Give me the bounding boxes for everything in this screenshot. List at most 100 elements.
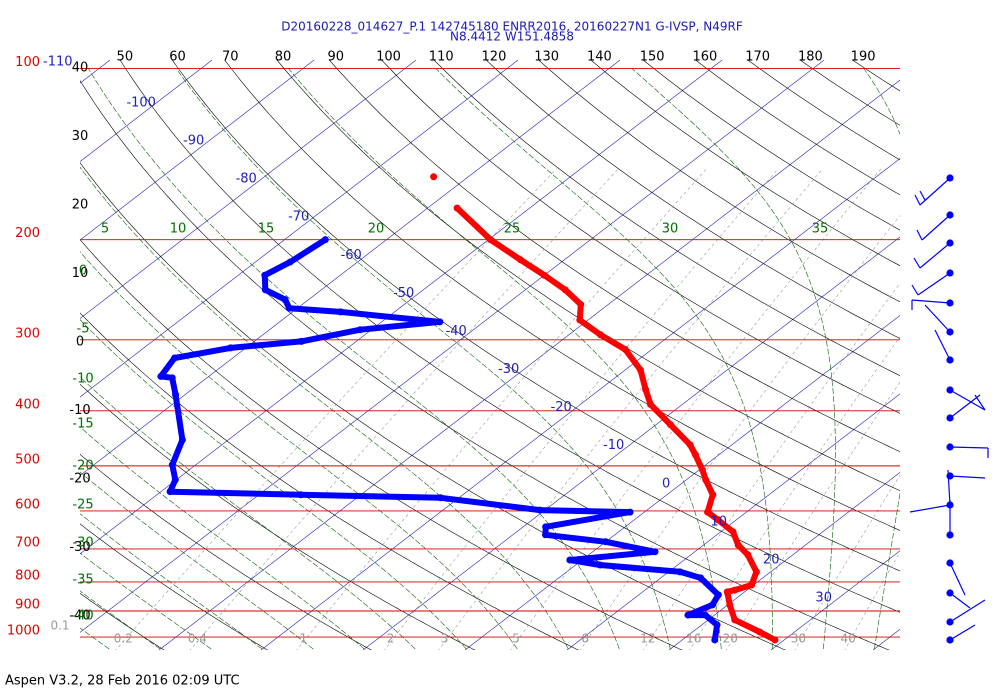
- profile-point: [576, 316, 584, 324]
- profile-point: [731, 586, 739, 594]
- profile-point: [752, 568, 760, 576]
- dry-adiabat: [80, 80, 890, 650]
- mixing-ratio-label: 1: [300, 632, 308, 646]
- isotherm: [260, 158, 900, 650]
- moist-adiabat-label: 5: [101, 222, 109, 237]
- mixing-ratio-line: [689, 336, 900, 650]
- profile-point: [261, 286, 269, 294]
- moist-adiabat: [80, 319, 467, 650]
- isotherm: [80, 60, 213, 162]
- profile-point: [487, 236, 495, 244]
- isotherm-label: -20: [551, 400, 572, 415]
- y-tick-label: 900: [15, 598, 40, 613]
- dry-adiabat: [80, 453, 372, 650]
- dry-adiabat: [929, 43, 1000, 652]
- moist-adiabat: [80, 590, 161, 650]
- isotherm: [566, 393, 900, 650]
- y-tick-label: 400: [15, 397, 40, 412]
- dry-adiabat: [981, 43, 1000, 652]
- isotherm-label: -90: [183, 134, 204, 149]
- isotherm: [80, 60, 111, 84]
- isotherm: [668, 472, 900, 650]
- dry-adiabat: [80, 383, 476, 650]
- isotherm-label: -100: [126, 96, 156, 111]
- x-tick-label: 50: [117, 50, 134, 65]
- x-tick-label: 80: [275, 50, 292, 65]
- mixing-ratio-label: 8: [581, 632, 589, 646]
- dry-adiabat: [590, 60, 900, 267]
- dry-adiabat: [381, 60, 900, 414]
- mixing-ratio-line: [794, 474, 900, 650]
- profile-point: [708, 601, 716, 609]
- profile-point: [542, 523, 550, 531]
- moist-adiabat: [80, 166, 569, 650]
- dry-adiabat: [119, 60, 900, 613]
- moist-adiabat: [80, 627, 110, 650]
- mixing-ratio-line: [189, 168, 619, 650]
- moist-adiabat-label: -35: [72, 573, 93, 588]
- profile-point: [711, 636, 719, 644]
- profile-point: [436, 318, 444, 326]
- moist-adiabat-label: -25: [72, 498, 93, 513]
- x-tick-label: 170: [745, 50, 770, 65]
- profile-point: [731, 616, 739, 624]
- profile-point: [704, 508, 712, 516]
- y-tick-label: 1000: [7, 624, 40, 639]
- mixing-ratio-line: [725, 381, 900, 650]
- profile-point: [281, 296, 289, 304]
- moist-adiabat-label: 35: [812, 222, 829, 237]
- isotherm: [80, 60, 723, 555]
- dry-adiabat-label: 30: [72, 129, 89, 144]
- y-tick-label: 800: [15, 568, 40, 583]
- isotherm: [80, 60, 417, 319]
- profile-point: [647, 401, 655, 409]
- isotherm: [872, 628, 900, 650]
- profile-point: [178, 436, 186, 444]
- x-tick-label: 190: [851, 50, 876, 65]
- isotherm-label: -50: [393, 286, 414, 301]
- profile-point: [166, 488, 174, 496]
- dry-adiabat: [433, 60, 900, 376]
- isotherm-label: 30: [815, 591, 832, 606]
- x-tick-label: 70: [222, 50, 239, 65]
- mixing-ratio-line: [384, 168, 779, 650]
- dry-adiabat-label: 40: [72, 61, 89, 76]
- isotherm: [770, 550, 900, 650]
- isotherm: [362, 236, 900, 650]
- isotherm: [80, 60, 825, 633]
- dry-adiabat-label: -30: [69, 540, 90, 555]
- profile-point: [577, 300, 585, 308]
- moist-adiabat-label: 25: [504, 222, 521, 237]
- moist-adiabat-label: -10: [72, 372, 93, 387]
- profile-point: [709, 491, 717, 499]
- mixing-ratio-label: 0.1: [50, 619, 69, 633]
- y-tick-label: 500: [15, 452, 40, 467]
- mixing-ratio-label: 40: [840, 632, 855, 646]
- moist-adiabat-label: -30: [72, 536, 93, 551]
- profile-point: [168, 461, 176, 469]
- profile-point: [626, 508, 634, 516]
- isotherm: [0, 60, 8, 650]
- isotherm: [80, 60, 519, 398]
- x-tick-label: 100: [376, 50, 401, 65]
- mixing-ratio-label: 20: [723, 632, 738, 646]
- y-tick-label: 600: [15, 497, 40, 512]
- profile-point: [744, 551, 752, 559]
- mixing-ratio-line: [579, 214, 900, 650]
- profile-point: [437, 494, 445, 502]
- profile-point: [297, 337, 305, 345]
- profile-point: [536, 506, 544, 514]
- profile-point: [157, 372, 165, 380]
- x-tick-label: 150: [640, 50, 665, 65]
- x-tick-label: 120: [482, 50, 507, 65]
- dry-adiabat-label: -20: [69, 472, 90, 487]
- profile-point: [642, 386, 650, 394]
- moist-adiabat: [80, 471, 314, 650]
- dry-adiabat: [878, 43, 1000, 652]
- x-tick-label: 180: [798, 50, 823, 65]
- moist-adiabat: [0, 69, 58, 650]
- profile-point: [698, 466, 706, 474]
- profile-point: [651, 548, 659, 556]
- profile-point: [453, 204, 461, 212]
